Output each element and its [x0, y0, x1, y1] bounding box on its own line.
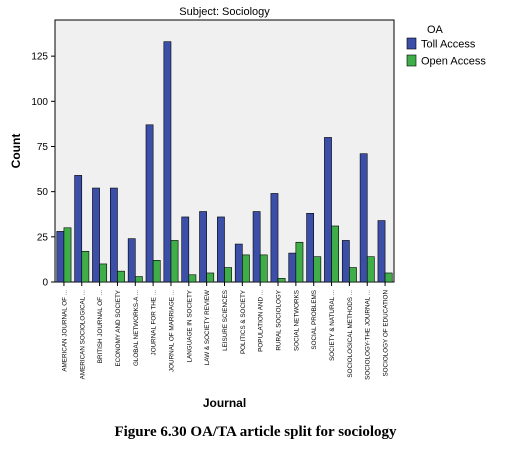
- x-tick-label: SOCIOLOGICAL METHODS ...: [347, 290, 354, 378]
- y-tick-label: 0: [42, 278, 48, 289]
- x-tick-label: AMERICAN JOURNAL OF ...: [61, 290, 68, 372]
- bar-toll-access: [377, 220, 386, 283]
- bar-toll-access: [252, 211, 261, 283]
- bar-open-access: [134, 276, 143, 283]
- bar-open-access: [188, 274, 197, 283]
- x-tick-label: LAW & SOCIETY REVIEW: [204, 290, 211, 365]
- bar-open-access: [295, 241, 304, 283]
- legend-entry: Open Access: [421, 56, 486, 68]
- bar-open-access: [384, 272, 393, 283]
- bar-toll-access: [56, 231, 65, 283]
- bar-toll-access: [324, 137, 332, 283]
- bar-open-access: [366, 256, 375, 283]
- y-tick-label: 100: [31, 97, 48, 108]
- figure-caption: Figure 6.30 OA/TA article split for soci…: [114, 424, 397, 440]
- y-tick-label: 50: [37, 187, 49, 198]
- bar-open-access: [152, 260, 161, 283]
- x-tick-label: JOURNAL OF MARRIAGE ...: [168, 290, 175, 372]
- legend-title: OA: [427, 24, 444, 36]
- x-tick-label: POPULATION AND ...: [258, 290, 265, 352]
- bar-toll-access: [74, 175, 83, 283]
- bar-toll-access: [234, 243, 243, 283]
- bar-open-access: [206, 272, 215, 283]
- x-tick-label: SOCIOLOGY OF EDUCATION: [383, 290, 390, 377]
- legend-swatch: [406, 37, 417, 50]
- x-tick-label: LEISURE SCIENCES: [222, 290, 229, 351]
- bar-open-access: [349, 267, 357, 283]
- x-axis: AMERICAN JOURNAL OF ... AMERICAN SOCIOLOG…: [61, 282, 390, 380]
- bar-open-access: [63, 227, 72, 283]
- legend-entry: Toll Access: [421, 39, 476, 51]
- x-tick-label: JOURNAL FOR THE ...: [151, 290, 158, 356]
- x-tick-label: BRITISH JOURNAL OF ...: [97, 290, 104, 363]
- y-axis-label: Count: [9, 134, 23, 169]
- bar-open-access: [277, 278, 286, 283]
- bar-open-access: [259, 254, 268, 283]
- bar-toll-access: [110, 187, 118, 283]
- bar-open-access: [117, 270, 125, 283]
- bar-open-access: [331, 225, 339, 283]
- x-tick-label: POLITICS & SOCIETY: [240, 289, 247, 354]
- bar-open-access: [81, 250, 90, 283]
- bar-open-access: [313, 256, 322, 283]
- x-tick-label: RURAL SOCIOLOGY: [276, 289, 283, 350]
- y-tick-label: 25: [37, 232, 49, 243]
- x-tick-label: SOCIAL PROBLEMS: [311, 290, 318, 350]
- bar-toll-access: [181, 216, 190, 283]
- bar-toll-access: [359, 153, 368, 283]
- x-axis-label: Journal: [203, 396, 246, 410]
- y-tick-label: 75: [37, 142, 49, 153]
- legend-swatch: [406, 54, 417, 67]
- x-tick-label: ECONOMY AND SOCIETY: [115, 289, 122, 366]
- bar-toll-access: [288, 252, 297, 283]
- bar-open-access: [224, 267, 232, 283]
- bar-open-access: [242, 254, 250, 283]
- bar-group: [56, 41, 393, 283]
- bar-toll-access: [92, 187, 100, 283]
- bar-toll-access: [341, 240, 350, 283]
- bar-toll-access: [127, 238, 136, 283]
- bar-toll-access: [145, 124, 154, 283]
- x-tick-label: AMERICAN SOCIOLOGICAL ...: [79, 290, 86, 380]
- bar-toll-access: [163, 41, 172, 283]
- chart-title: Subject: Sociology: [179, 6, 270, 18]
- x-tick-label: GLOBAL NETWORKS-A ...: [133, 290, 140, 366]
- x-tick-label: SOCIETY & NATURAL ...: [329, 290, 336, 361]
- x-tick-label: SOCIOLOGY-THE JOURNAL ...: [365, 290, 372, 380]
- bar-open-access: [170, 240, 179, 283]
- x-tick-label: SOCIAL NETWORKS: [293, 290, 300, 351]
- y-axis: 0 25 50 75 100 125: [31, 52, 55, 289]
- bar-toll-access: [217, 216, 225, 283]
- y-tick-label: 125: [31, 52, 48, 63]
- bar-toll-access: [306, 213, 315, 283]
- bar-toll-access: [199, 211, 207, 283]
- bar-open-access: [99, 263, 108, 283]
- x-tick-label: LANGUAGE IN SOCIETY: [186, 289, 193, 362]
- legend: OA Toll Access Open Access: [406, 24, 486, 68]
- bar-toll-access: [270, 193, 279, 283]
